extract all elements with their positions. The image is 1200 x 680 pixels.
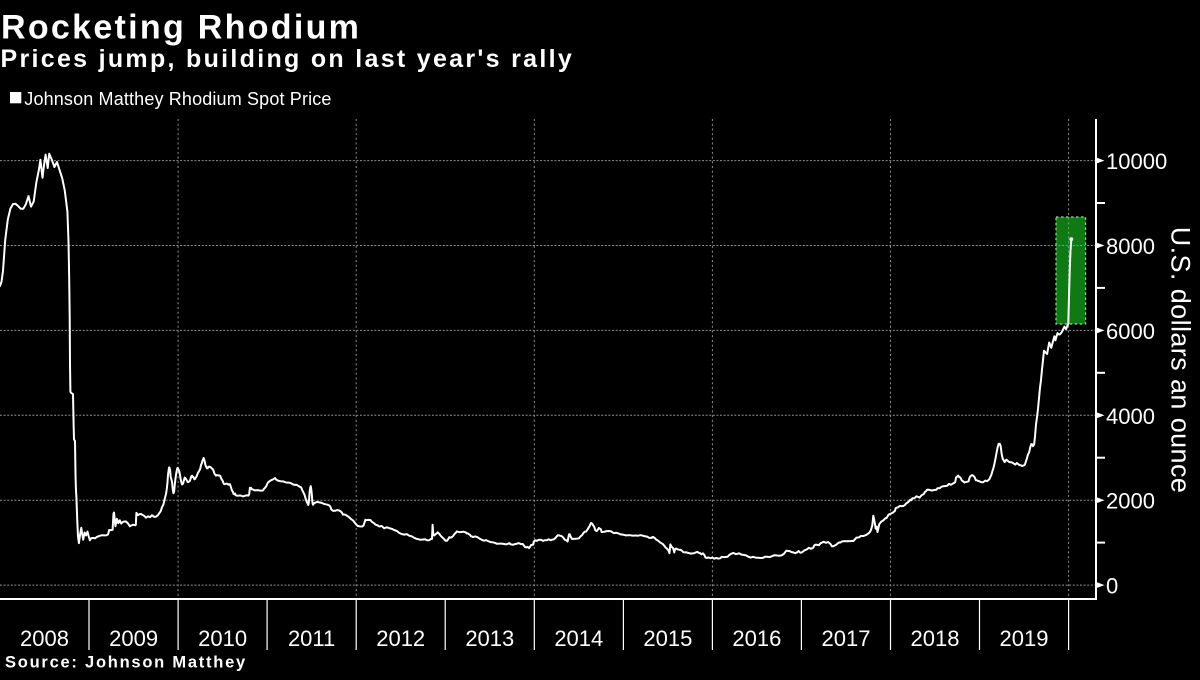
svg-text:2008: 2008 [20, 626, 69, 651]
svg-text:10000: 10000 [1106, 149, 1167, 174]
svg-text:6000: 6000 [1106, 319, 1155, 344]
svg-text:2014: 2014 [554, 626, 603, 651]
svg-text:4000: 4000 [1106, 404, 1155, 429]
svg-text:2000: 2000 [1106, 489, 1155, 514]
svg-text:Johnson Matthey Rhodium Spot P: Johnson Matthey Rhodium Spot Price [24, 89, 331, 109]
svg-text:2018: 2018 [911, 626, 960, 651]
svg-text:2019: 2019 [1000, 626, 1049, 651]
svg-text:8000: 8000 [1106, 234, 1155, 259]
svg-text:2016: 2016 [732, 626, 781, 651]
svg-text:U.S. dollars an ounce: U.S. dollars an ounce [1166, 227, 1196, 494]
svg-text:Source: Johnson Matthey: Source: Johnson Matthey [5, 654, 247, 672]
svg-text:Rocketing Rhodium: Rocketing Rhodium [1, 8, 361, 46]
svg-text:0: 0 [1106, 574, 1118, 599]
svg-text:Prices jump, building on last: Prices jump, building on last year's ral… [1, 45, 575, 73]
svg-text:2012: 2012 [376, 626, 425, 651]
svg-text:2009: 2009 [109, 626, 158, 651]
svg-text:2017: 2017 [822, 626, 871, 651]
svg-text:2010: 2010 [198, 626, 247, 651]
svg-text:2013: 2013 [465, 626, 514, 651]
svg-text:2011: 2011 [288, 626, 335, 651]
svg-text:2015: 2015 [643, 626, 692, 651]
